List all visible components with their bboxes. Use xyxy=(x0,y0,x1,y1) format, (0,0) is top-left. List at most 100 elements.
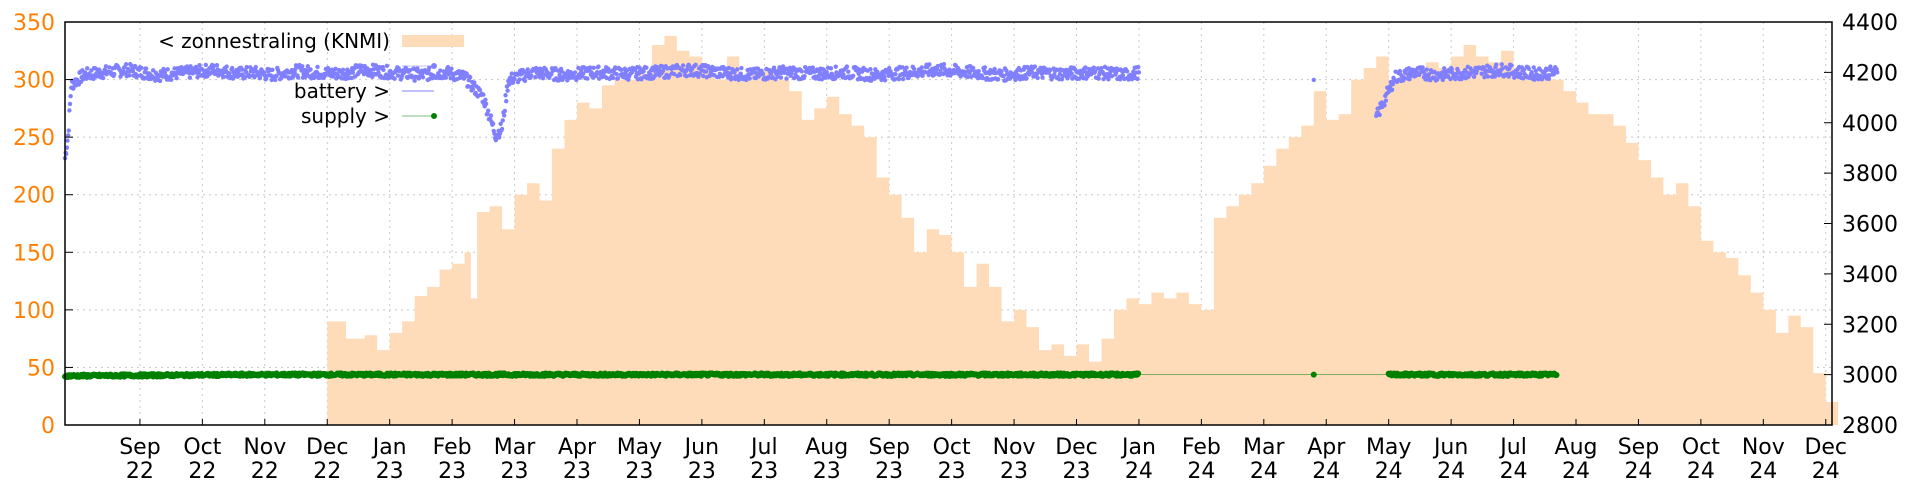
voltage-point xyxy=(769,70,774,76)
voltage-point xyxy=(872,76,877,81)
voltage-point xyxy=(407,68,412,73)
voltage-point xyxy=(684,74,689,79)
voltage-point xyxy=(900,65,905,70)
voltage-point xyxy=(130,68,136,74)
voltage-point xyxy=(892,77,897,82)
x-tick-month: Apr xyxy=(1307,435,1346,460)
voltage-point xyxy=(1426,72,1432,77)
voltage-point xyxy=(384,63,390,69)
voltage-point xyxy=(697,71,702,76)
voltage-point xyxy=(648,72,653,77)
voltage-point xyxy=(1449,66,1455,72)
voltage-point xyxy=(1039,71,1045,77)
voltage-point xyxy=(1069,71,1074,76)
voltage-point xyxy=(340,67,346,73)
voltage-point xyxy=(1136,70,1142,75)
voltage-point xyxy=(499,126,505,132)
voltage-point xyxy=(856,71,861,76)
voltage-point xyxy=(739,65,744,71)
x-tick-year: 24 xyxy=(1125,459,1153,480)
voltage-point xyxy=(1382,103,1387,108)
voltage-point xyxy=(1551,72,1557,77)
voltage-point xyxy=(221,74,227,79)
x-tick-month: Jan xyxy=(371,435,407,460)
voltage-point xyxy=(1533,68,1538,74)
legend-label: battery > xyxy=(294,79,390,103)
voltage-point xyxy=(1311,77,1316,83)
voltage-point xyxy=(470,86,476,92)
voltage-point xyxy=(747,76,752,81)
voltage-point xyxy=(1047,68,1053,73)
supply-point xyxy=(1310,371,1317,378)
voltage-point xyxy=(445,65,451,70)
voltage-point xyxy=(509,71,514,76)
x-tick-year: 22 xyxy=(313,459,341,480)
voltage-point xyxy=(976,69,981,74)
voltage-point xyxy=(449,66,454,71)
solar-radiation-area xyxy=(327,35,1839,426)
y-right-tick-label: 3800 xyxy=(1842,162,1898,187)
voltage-point xyxy=(572,70,578,75)
voltage-point xyxy=(965,74,970,80)
voltage-point xyxy=(1016,73,1021,78)
x-tick-year: 24 xyxy=(1749,459,1777,480)
voltage-point xyxy=(610,75,616,81)
voltage-point xyxy=(1542,72,1547,77)
voltage-point xyxy=(529,73,534,78)
x-tick-year: 23 xyxy=(750,459,778,480)
voltage-point xyxy=(381,67,386,73)
y-right-tick-label: 4000 xyxy=(1842,112,1898,137)
x-tick-month: Jun xyxy=(683,435,719,460)
voltage-point xyxy=(1545,67,1550,72)
voltage-point xyxy=(1417,72,1422,78)
voltage-point xyxy=(503,93,508,98)
x-tick-year: 24 xyxy=(1375,459,1403,480)
x-tick-year: 23 xyxy=(1062,459,1090,480)
supply-points xyxy=(62,370,1560,381)
voltage-point xyxy=(273,77,278,83)
voltage-point xyxy=(641,69,646,74)
voltage-point xyxy=(1526,66,1532,72)
voltage-point xyxy=(760,71,766,77)
voltage-point xyxy=(999,68,1004,74)
voltage-point xyxy=(732,70,737,75)
x-tick-month: Oct xyxy=(933,435,971,460)
voltage-point xyxy=(1422,71,1427,77)
voltage-point xyxy=(497,135,502,140)
x-tick-month: Jun xyxy=(1432,435,1468,460)
y-left-tick-label: 250 xyxy=(13,126,55,151)
voltage-point xyxy=(483,97,488,103)
voltage-point xyxy=(637,65,642,70)
voltage-point xyxy=(784,76,789,81)
voltage-point xyxy=(1029,70,1035,75)
voltage-point xyxy=(1024,76,1029,81)
voltage-point xyxy=(1124,69,1130,74)
voltage-point xyxy=(498,121,503,127)
voltage-point xyxy=(517,77,522,82)
x-tick-month: Mar xyxy=(494,435,536,460)
voltage-point xyxy=(1453,71,1459,77)
voltage-point xyxy=(1120,73,1126,78)
voltage-point xyxy=(1093,69,1098,74)
voltage-point xyxy=(687,63,692,69)
voltage-point xyxy=(629,70,634,75)
voltage-point xyxy=(247,74,252,80)
x-tick-month: Apr xyxy=(558,435,597,460)
voltage-point xyxy=(893,72,898,77)
x-tick-year: 24 xyxy=(1250,459,1278,480)
voltage-point xyxy=(139,65,144,71)
x-tick-year: 24 xyxy=(1437,459,1465,480)
voltage-point xyxy=(819,77,825,82)
voltage-point xyxy=(771,65,777,70)
voltage-point xyxy=(1136,64,1141,70)
voltage-point xyxy=(980,75,986,81)
legend-swatch-dot xyxy=(431,63,437,69)
voltage-point xyxy=(1109,73,1115,79)
voltage-point xyxy=(502,108,508,114)
voltage-point xyxy=(1096,76,1101,81)
voltage-point xyxy=(911,66,917,72)
voltage-point xyxy=(937,72,943,77)
voltage-point xyxy=(420,75,426,80)
voltage-point xyxy=(1083,65,1088,70)
x-tick-year: 24 xyxy=(1312,459,1340,480)
